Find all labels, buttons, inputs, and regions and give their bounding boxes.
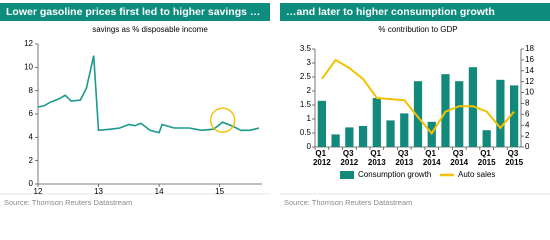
- y-tick-label: 12: [24, 39, 33, 48]
- header-bar: [280, 3, 550, 21]
- y2-tick-label: 10: [525, 88, 534, 97]
- chart-subtitle: % contribution to GDP: [378, 25, 457, 34]
- data-line: [37, 55, 260, 134]
- bar: [386, 120, 395, 147]
- x-tick-label: Q3 2013: [395, 149, 413, 167]
- y2-tick-label: 4: [525, 120, 530, 129]
- y2-tick-label: 18: [525, 44, 534, 53]
- y-tick-label: 2: [307, 86, 312, 95]
- chart-title: …and later to higher consumption growth: [286, 6, 495, 18]
- header-bar: [0, 3, 270, 21]
- bar: [400, 113, 409, 147]
- bar: [510, 85, 519, 147]
- highlight-circle: [209, 107, 236, 133]
- y2-tick-label: 6: [525, 109, 530, 118]
- x-tick-label: Q1 2014: [423, 149, 441, 167]
- y-tick-label: 0: [29, 179, 34, 188]
- source: Source: Thomson Reuters Datastream: [4, 198, 132, 207]
- x-tick-label: Q3 2012: [340, 149, 358, 167]
- legend-label: Consumption growth: [358, 170, 431, 179]
- y2-tick-label: 16: [525, 55, 534, 64]
- bar: [358, 126, 368, 147]
- x-tick-label: 15: [215, 187, 224, 196]
- x-tick-label: Q3 2015: [505, 149, 523, 167]
- bar: [482, 130, 491, 147]
- y-tick-label: 3: [307, 58, 312, 67]
- y-tick-label: 4: [29, 132, 34, 141]
- y-tick-label: 2: [29, 156, 34, 165]
- bar: [345, 127, 354, 147]
- y2-tick-label: 14: [525, 66, 534, 75]
- y2-tick-label: 12: [525, 77, 534, 86]
- y-tick-label: 10: [24, 62, 33, 71]
- bar: [331, 134, 340, 147]
- y-tick-label: 3.5: [300, 44, 312, 53]
- x-tick-label: 13: [94, 187, 103, 196]
- x-tick-label: Q1 2015: [478, 149, 496, 167]
- x-tick-label: 12: [34, 187, 43, 196]
- x-tick-label: 14: [155, 187, 164, 196]
- chart-title: Lower gasoline prices first led to highe…: [6, 6, 260, 18]
- bar: [496, 79, 505, 147]
- y2-tick-label: 2: [525, 131, 530, 140]
- x-tick-label: Q3 2014: [450, 149, 468, 167]
- y-tick-label: 2.5: [300, 72, 312, 81]
- y-tick-label: 1.5: [300, 100, 312, 109]
- y-tick-label: 0: [307, 142, 312, 151]
- page: Lower gasoline prices first led to highe…: [0, 3, 550, 207]
- bar: [317, 100, 326, 147]
- chart-subtitle: savings as % disposable income: [92, 25, 208, 34]
- source: Source: Thomson Reuters Datastream: [284, 198, 412, 207]
- y2-tick-label: 8: [525, 99, 530, 108]
- bar: [455, 81, 464, 147]
- y-tick-label: 1: [307, 114, 312, 123]
- y-tick-label: 6: [29, 109, 34, 118]
- y2-tick-label: 0: [525, 142, 530, 151]
- x-tick-label: Q1 2012: [313, 149, 331, 167]
- y-tick-label: 0.5: [300, 128, 312, 137]
- x-tick-label: Q1 2013: [368, 149, 386, 167]
- data-line: [321, 58, 515, 136]
- legend-label: Auto sales: [458, 170, 495, 179]
- y-tick-label: 8: [29, 86, 34, 95]
- legend-swatch: [340, 171, 354, 179]
- bar: [413, 81, 423, 147]
- bar: [372, 98, 381, 147]
